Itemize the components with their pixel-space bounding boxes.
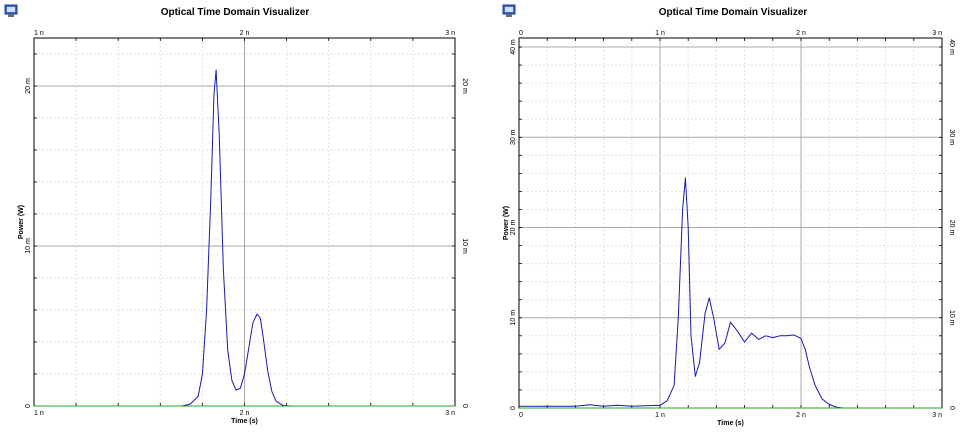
x-tick-label: 3 n (445, 410, 455, 417)
signal-series-line (34, 69, 455, 407)
x-tick-label: 3 n (932, 412, 942, 419)
y-tick-label: 0 (25, 404, 32, 408)
chart-title: Optical Time Domain Visualizer (658, 7, 808, 18)
y-tick-label: 40 m (510, 39, 517, 55)
x-tick-label-top: 1 n (34, 30, 44, 37)
plot-frame (518, 37, 943, 409)
time-domain-plot: 001 n1 n2 n2 n3 n3 n0 010 m 10 m20 m 20 m30… (503, 30, 955, 427)
x-tick-label-top: 0 (519, 30, 523, 37)
y-tick-label-right: 40 m (948, 39, 955, 55)
x-tick-label-top: 3 n (932, 30, 942, 37)
x-tick-label: 0 (519, 412, 523, 419)
monitor-icon[interactable] (4, 4, 18, 18)
x-axis-label: Time (s) (717, 420, 744, 427)
x-tick-label-top: 1 n (655, 30, 665, 37)
y-tick-label-right: 20 m (461, 78, 468, 94)
y-tick-label: 20 m (25, 78, 32, 94)
x-tick-label: 2 n (240, 410, 250, 417)
y-tick-label: 0 (510, 406, 517, 410)
x-tick-label: 2 n (796, 412, 806, 419)
y-tick-label: 10 m (25, 238, 32, 254)
x-tick-label-top: 3 n (445, 30, 455, 37)
y-tick-label: 30 m (510, 129, 517, 145)
y-tick-label: 20 m (510, 220, 517, 236)
x-axis-label: Time (s) (231, 418, 258, 425)
y-tick-label-right: 30 m (948, 129, 955, 145)
y-tick-label-right: 0 (948, 406, 955, 410)
chart-title: Optical Time Domain Visualizer (160, 7, 310, 18)
signal-series-line (519, 177, 942, 409)
y-tick-label-right: 20 m (948, 220, 955, 236)
time-domain-plot: 1 n 1 n 2 n 2 n 3 n 3 n 0 0 10 m 10 m 20 m 20 m Time… (18, 30, 468, 425)
y-tick-label: 10 m (510, 310, 517, 326)
y-tick-label-right: 10 m (948, 310, 955, 326)
x-tick-label-top: 2 n (240, 30, 250, 37)
monitor-icon[interactable] (502, 4, 516, 18)
x-tick-label-top: 2 n (796, 30, 806, 37)
y-axis-label: Power (W) (18, 205, 25, 239)
x-tick-label: 1 n (655, 412, 665, 419)
chart-panel-left: Optical Time Domain Visualizer 1 n 1 n 2 n… (0, 0, 470, 438)
y-axis-label: Power (W) (503, 206, 510, 240)
x-tick-label: 1 n (34, 410, 44, 417)
y-tick-label-right: 10 m (461, 238, 468, 254)
y-tick-label-right: 0 (461, 404, 468, 408)
